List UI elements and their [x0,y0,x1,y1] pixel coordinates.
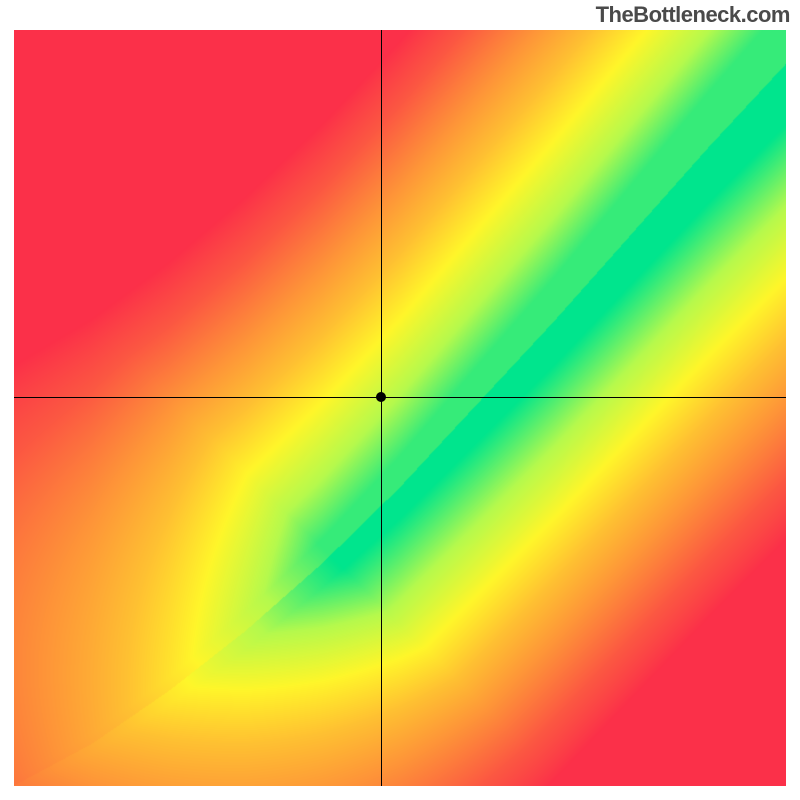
crosshair-horizontal [14,397,786,398]
crosshair-marker [376,392,386,402]
crosshair-vertical [381,30,382,786]
heatmap-chart [14,30,786,786]
watermark-text: TheBottleneck.com [596,2,790,28]
heatmap-canvas [14,30,786,786]
